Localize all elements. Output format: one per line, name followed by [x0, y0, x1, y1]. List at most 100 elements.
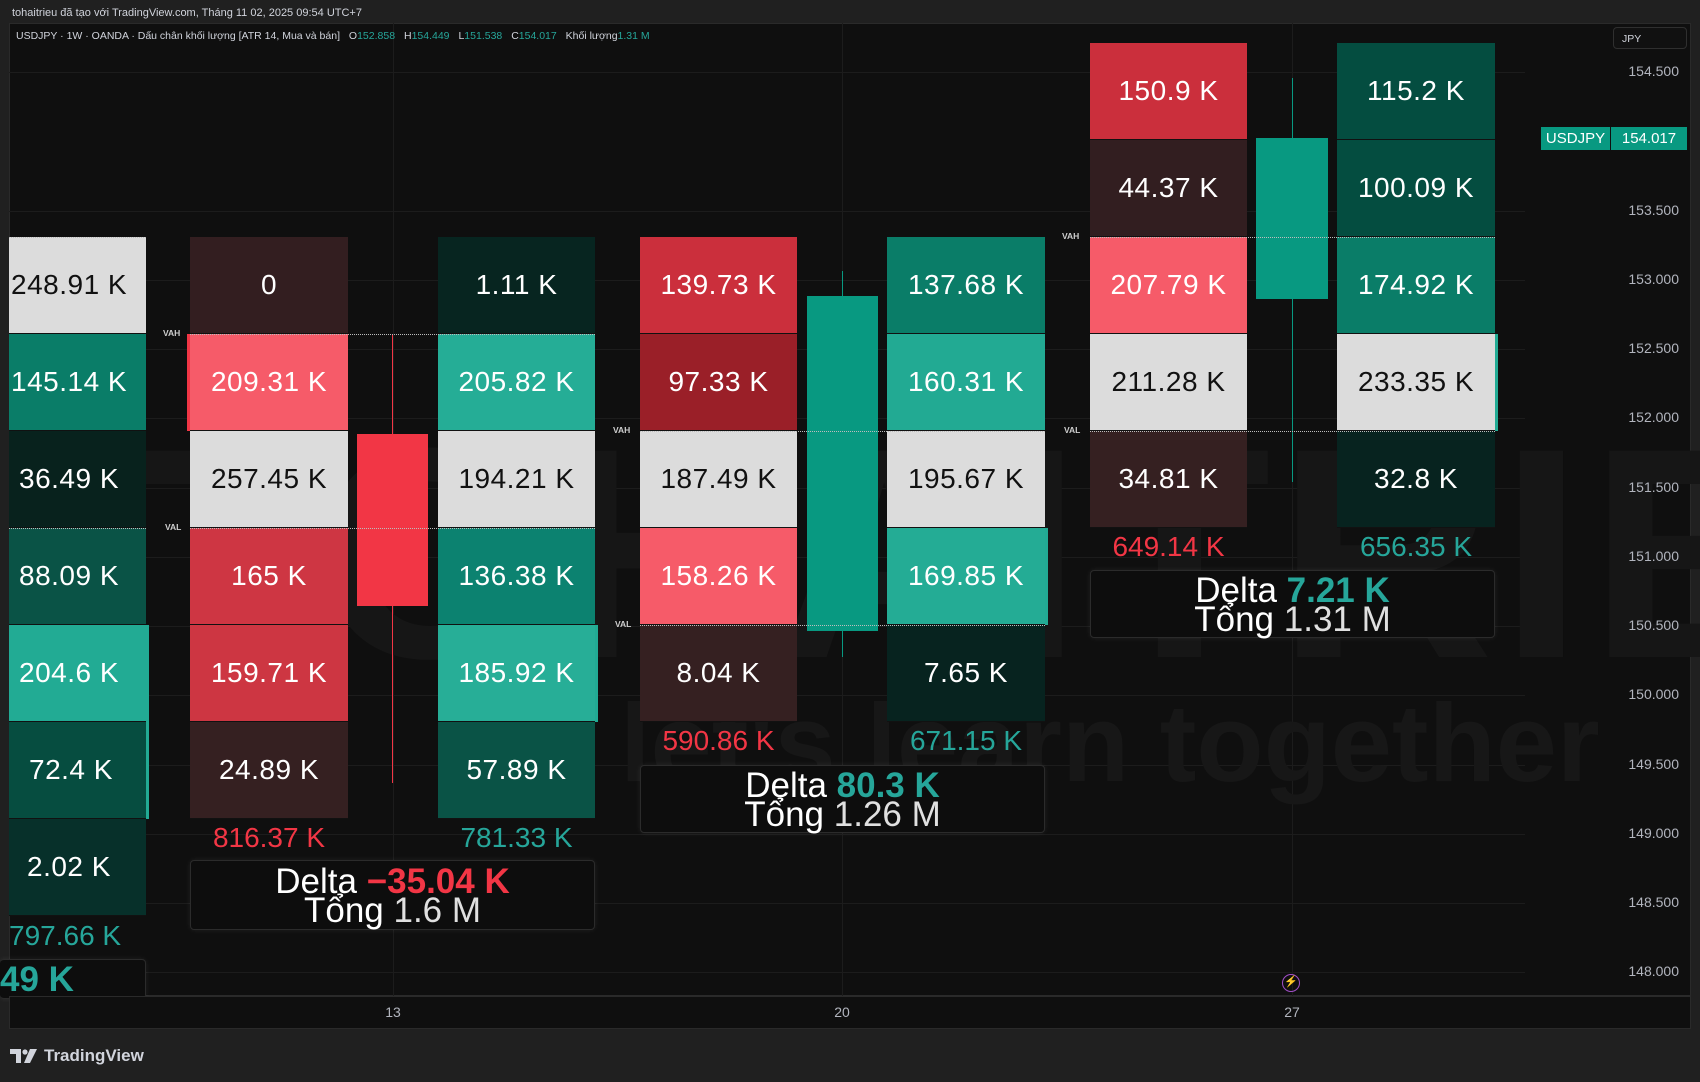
grid-line — [9, 211, 1525, 212]
open-value: 152.858 — [357, 30, 396, 42]
footprint-cell-buy: 88.09 K — [9, 528, 146, 625]
high-value: 154.449 — [411, 30, 450, 42]
footprint-cell-sell: 159.71 K — [190, 625, 348, 722]
sell-total: 590.86 K — [662, 725, 775, 756]
time-tick: 13 — [385, 1004, 401, 1020]
footprint-cell-buy: 185.92 K — [438, 625, 595, 722]
grid-line — [9, 834, 1525, 835]
price-tick: 153.000 — [1628, 271, 1679, 287]
poc-strip — [595, 625, 598, 722]
price-tick: 148.500 — [1628, 894, 1679, 910]
sell-total: 816.37 K — [212, 822, 326, 853]
val-line — [190, 528, 595, 529]
price-tick: 149.500 — [1628, 756, 1679, 772]
footprint-cell-buy: 137.68 K — [887, 237, 1045, 334]
vah-line — [1090, 237, 1495, 238]
footprint-cell-buy-poc: 233.35 K — [1337, 334, 1495, 431]
poc-strip — [146, 625, 149, 819]
val-marker: VAL — [165, 522, 182, 532]
total-label: Tổng — [1194, 600, 1275, 639]
delta-label: Delta — [745, 766, 827, 805]
footprint-cell-sell-poc: 187.49 K — [640, 431, 797, 528]
footprint-cell-buy: 145.14 K — [9, 334, 146, 431]
footprint-cell-buy: 136.38 K — [438, 528, 595, 625]
vah-line — [9, 237, 146, 238]
lightning-event-icon[interactable]: ⚡ — [1282, 974, 1300, 992]
footprint-cell-sell: 165 K — [190, 528, 348, 625]
grid-line — [9, 972, 1525, 973]
open-label: O — [348, 30, 358, 42]
summary-box: Delta 80.3 K Tổng 1.26 M — [640, 765, 1045, 833]
grid-line — [9, 72, 1525, 73]
price-tick: 152.000 — [1628, 409, 1679, 425]
footprint-cell-sell: 209.31 K — [190, 334, 348, 431]
price-tick: 148.000 — [1628, 963, 1679, 979]
footprint-cell-buy: 174.92 K — [1337, 237, 1495, 334]
footprint-cell-sell: 158.26 K — [640, 528, 797, 625]
footprint-cell-sell: 24.89 K — [190, 722, 348, 819]
tradingview-brand: TradingView — [44, 1046, 144, 1065]
vah-marker: VAH — [1062, 231, 1080, 241]
footprint-cell-sell: 139.73 K — [640, 237, 797, 334]
val-line — [640, 625, 1045, 626]
vah-line — [190, 334, 595, 335]
footprint-cell-sell-poc: 211.28 K — [1090, 334, 1247, 431]
buy-total: 656.35 K — [1359, 531, 1473, 562]
chart-legend[interactable]: USDJPY · 1W · OANDA · Dấu chân khối lượn… — [16, 30, 650, 42]
volume-value: 1.31 M — [617, 30, 650, 42]
summary-box: Delta −35.04 K Tổng 1.6 M — [190, 860, 595, 930]
delta-label: Delta — [275, 862, 357, 901]
candle-bearish[interactable] — [357, 434, 428, 606]
footprint-cell-buy: 1.11 K — [438, 237, 595, 334]
delta-value: 7.21 K — [1286, 571, 1390, 610]
time-axis[interactable] — [9, 996, 1691, 1029]
chart-caption: tohaitrieu đã tạo với TradingView.com, T… — [12, 7, 362, 19]
low-label: L — [458, 30, 465, 42]
footprint-cell-buy: 32.8 K — [1337, 431, 1495, 528]
val-line — [1090, 431, 1495, 432]
footprint-cell-buy: 7.65 K — [887, 625, 1045, 722]
poc-strip — [187, 334, 190, 431]
buy-total: 781.33 K — [460, 822, 573, 853]
candle-bullish[interactable] — [1256, 138, 1328, 299]
footprint-cell-buy: 115.2 K — [1337, 43, 1495, 140]
footprint-cell-sell: 150.9 K — [1090, 43, 1247, 140]
symbol-info: USDJPY · 1W · OANDA · Dấu chân khối lượn… — [16, 30, 340, 42]
footprint-cell-sell: 34.81 K — [1090, 431, 1247, 528]
vah-marker: VAH — [613, 425, 631, 435]
price-tick: 150.000 — [1628, 686, 1679, 702]
vah-marker: VAH — [163, 328, 181, 338]
price-axis[interactable]: 154.500 153.500 153.000 152.500 152.000 … — [1525, 23, 1691, 996]
low-value: 151.538 — [464, 30, 503, 42]
footprint-cell-sell: 8.04 K — [640, 625, 797, 722]
footprint-cell-buy: 100.09 K — [1337, 140, 1495, 237]
total-value: 1.26 M — [833, 795, 941, 834]
buy-total: 797.66 K — [9, 920, 122, 951]
candle-bullish[interactable] — [807, 296, 878, 631]
close-label: C — [511, 30, 519, 42]
high-label: H — [403, 30, 412, 42]
footprint-cell-buy: 2.02 K — [9, 819, 146, 916]
currency-selector[interactable]: JPY — [1613, 27, 1687, 49]
poc-strip — [1045, 528, 1048, 625]
buy-total: 671.15 K — [909, 725, 1023, 756]
last-price-tag: 154.017 — [1611, 127, 1687, 150]
total-label: Tổng — [303, 891, 384, 930]
val-marker: VAL — [615, 619, 632, 629]
tradingview-logo[interactable]: TradingView — [10, 1046, 144, 1066]
footprint-cell-sell: 0 — [190, 237, 348, 334]
footprint-cell-buy-poc: 194.21 K — [438, 431, 595, 528]
vah-line — [640, 431, 1045, 432]
sell-total: 649.14 K — [1112, 531, 1225, 562]
price-tick: 150.500 — [1628, 617, 1679, 633]
close-value: 154.017 — [518, 30, 557, 42]
delta-label: Delta — [1195, 571, 1277, 610]
total-label: Tổng — [744, 795, 825, 834]
footprint-cell-sell: 207.79 K — [1090, 237, 1247, 334]
val-line — [9, 528, 146, 529]
footprint-cell-buy: 169.85 K — [887, 528, 1045, 625]
footprint-cell-sell: 97.33 K — [640, 334, 797, 431]
footprint-cell-buy: 57.89 K — [438, 722, 595, 819]
footprint-cell-buy: 36.49 K — [9, 431, 146, 528]
grid-line — [9, 903, 1525, 904]
